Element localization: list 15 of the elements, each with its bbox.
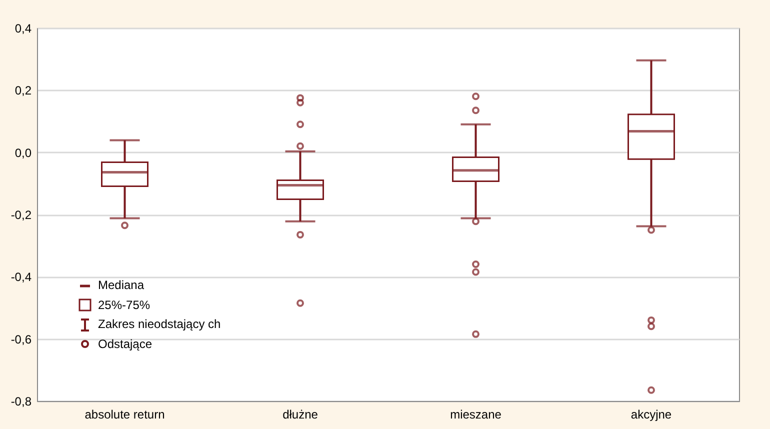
y-tick-label: -0,8 bbox=[10, 394, 32, 408]
x-tick-label: absolute return bbox=[84, 408, 165, 422]
annotation: Odstające bbox=[98, 336, 152, 352]
y-tick-label: 0,4 bbox=[14, 22, 32, 36]
x-tick-label: dłużne bbox=[282, 408, 318, 422]
y-tick-label: -0,4 bbox=[10, 270, 32, 284]
x-tick-label: akcyjne bbox=[630, 408, 672, 422]
annotation: Zakres nieodstający ch bbox=[98, 316, 221, 333]
y-tick-label: 0,0 bbox=[14, 146, 32, 160]
x-tick-label: mieszane bbox=[450, 408, 502, 422]
y-tick-label: 0,2 bbox=[14, 84, 32, 98]
annotation: 25%-75% bbox=[98, 296, 150, 314]
annotation: Mediana bbox=[98, 277, 144, 294]
y-tick-label: -0,2 bbox=[10, 208, 32, 222]
y-tick-label: -0,6 bbox=[10, 332, 32, 346]
